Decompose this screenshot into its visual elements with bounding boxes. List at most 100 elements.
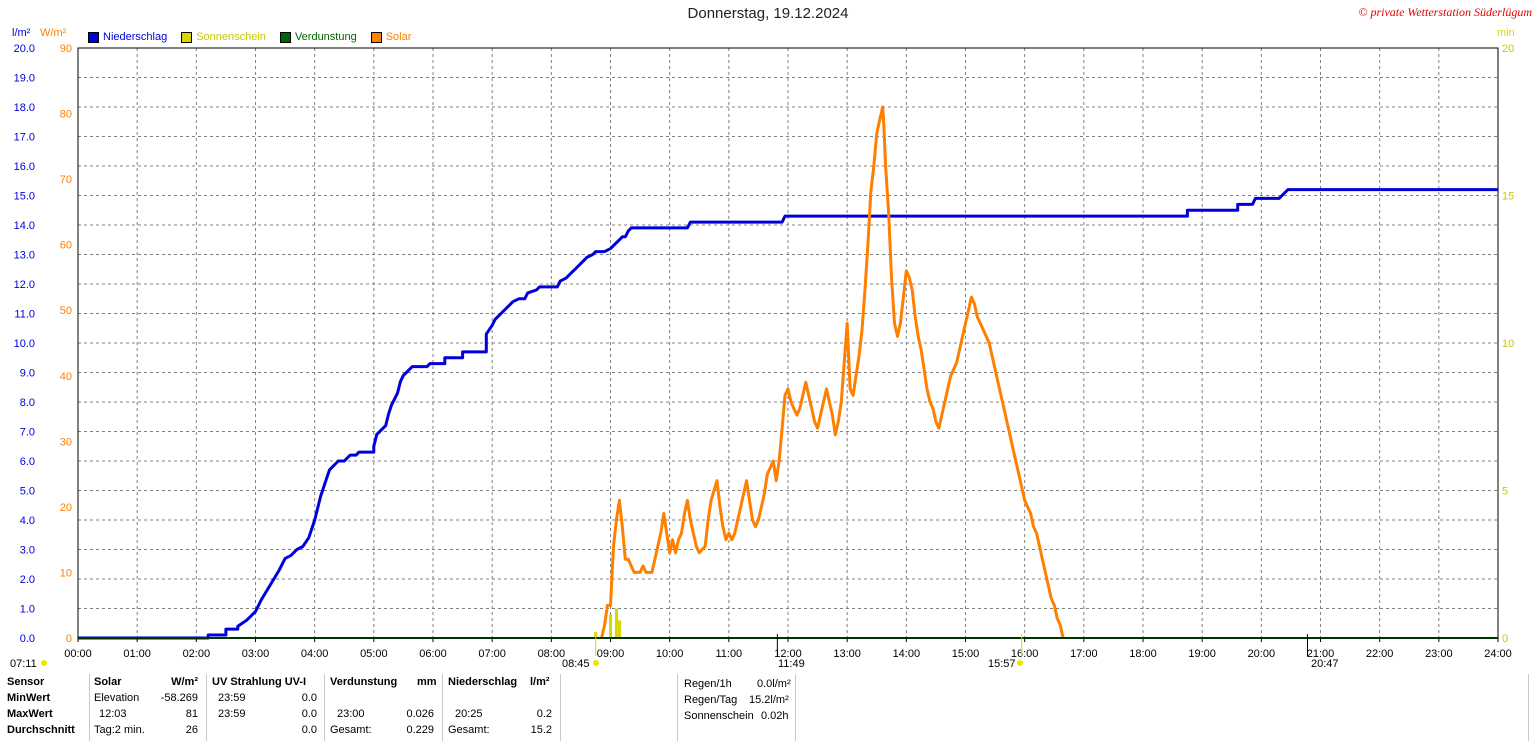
x-tick-label: 02:00: [183, 648, 211, 660]
y-tick-precip: 18.0: [14, 102, 35, 114]
y-tick-precip: 0.0: [20, 633, 35, 645]
marker-solar-max-label: 11:49: [778, 658, 805, 670]
row-label-min: MinWert: [7, 692, 51, 704]
legend-label-solar: Solar: [385, 31, 412, 43]
legend: Niederschlag Sonnenschein Verdunstung So…: [88, 31, 411, 43]
solar-min-value: -58.269: [160, 692, 198, 704]
x-tick-label: 03:00: [242, 648, 270, 660]
solar-avg-value: 26: [185, 724, 198, 736]
summary-regen-1h-label: Regen/1h: [684, 678, 732, 690]
marker-sun-start-label: 08:45: [562, 658, 590, 670]
niederschlag-max-value: 0.2: [536, 708, 552, 720]
y-tick-precip: 4.0: [20, 515, 35, 527]
legend-label-niederschlag: Niederschlag: [103, 31, 168, 43]
marker-sunrise-label: 07:11: [10, 658, 37, 670]
legend-item-verdunstung[interactable]: Verdunstung: [279, 31, 357, 43]
x-tick-label: 21:00: [1307, 648, 1335, 660]
y-tick-solar: 70: [60, 174, 72, 186]
grid: [78, 48, 1498, 638]
legend-label-verdunstung: Verdunstung: [294, 31, 357, 43]
uv-header: UV Strahlung UV-I: [212, 676, 307, 688]
y-tick-precip: 13.0: [14, 250, 35, 262]
y-tick-solar: 20: [60, 502, 72, 514]
legend-swatch-solar: [370, 31, 382, 43]
legend-item-niederschlag[interactable]: Niederschlag: [88, 31, 167, 43]
y-tick-precip: 3.0: [20, 545, 35, 557]
row-label-avg: Durchschnitt: [7, 724, 75, 736]
sunshine-bar: [614, 608, 618, 638]
x-tick-label: 12:00: [774, 648, 802, 660]
solar-min-label: Elevation: [94, 692, 140, 704]
niederschlag-header: Niederschlag: [448, 676, 518, 688]
y-tick-precip: 15.0: [14, 191, 35, 203]
x-tick-label: 06:00: [419, 648, 447, 660]
x-tick-label: 17:00: [1070, 648, 1098, 660]
niederschlag-max-label: 20:25: [455, 708, 483, 720]
x-tick-label: 16:00: [1011, 648, 1039, 660]
x-tick-label: 23:00: [1425, 648, 1453, 660]
y-tick-solar: 0: [66, 633, 72, 645]
y-tick-minutes: 20: [1502, 43, 1514, 55]
x-tick-label: 13:00: [833, 648, 861, 660]
verdunstung-total-label: Gesamt:: [330, 724, 372, 736]
y-tick-precip: 1.0: [20, 604, 35, 616]
solar-avg-label: Tag:2 min.: [94, 724, 145, 736]
plot-frame: [77, 47, 1499, 639]
x-tick-label: 14:00: [893, 648, 921, 660]
y-tick-precip: 8.0: [20, 397, 35, 409]
legend-item-sonnenschein[interactable]: Sonnenschein: [181, 31, 266, 43]
y-axis-ticks: 0.0 1.0 2.0 3.0 4.0 5.0 6.0 7.0 8.0 9.0 10.0 11.0 12…: [14, 43, 1515, 645]
sensor-header: Sensor: [7, 676, 45, 688]
uv-max-label: 23:59: [218, 708, 246, 720]
x-tick-label: 05:00: [360, 648, 388, 660]
sunshine-bar: [617, 620, 621, 638]
summary-regen-tag-value: 15.2l/m²: [749, 694, 789, 706]
solar-unit: W/m²: [171, 676, 198, 688]
marker-rain-time-label: 20:47: [1311, 658, 1339, 670]
solar-max-label: 12:03: [99, 708, 127, 720]
x-tick-label: 11:00: [715, 648, 742, 660]
sun-end-dot: [1017, 660, 1023, 666]
chart-svg: 0.0 1.0 2.0 3.0 4.0 5.0 6.0 7.0 8.0 9.0 10.0 11.0 12…: [10, 43, 1515, 670]
copyright-label: © private Wetterstation Süderlügum: [1358, 5, 1532, 19]
uv-avg-value: 0.0: [301, 724, 317, 736]
x-tick-label: 10:00: [656, 648, 684, 660]
stats-table: Sensor MinWert MaxWert Durchschnitt Sola…: [0, 674, 1536, 741]
summary-regen-tag-label: Regen/Tag: [684, 694, 738, 706]
x-tick-label: 01:00: [123, 648, 151, 660]
x-tick-label: 24:00: [1484, 648, 1512, 660]
x-tick-label: 00:00: [64, 648, 92, 660]
row-label-max: MaxWert: [7, 708, 53, 720]
unit-precip: l/m²: [12, 27, 31, 39]
y-tick-precip: 7.0: [20, 427, 35, 439]
sun-start-dot: [593, 660, 599, 666]
legend-item-solar[interactable]: Solar: [370, 31, 412, 43]
verdunstung-max-value: 0.026: [406, 708, 434, 720]
uv-min-label: 23:59: [218, 692, 246, 704]
y-tick-solar: 30: [60, 436, 72, 448]
uv-max-value: 0.0: [301, 708, 317, 720]
y-tick-solar: 60: [60, 240, 72, 252]
sunshine-bar: [609, 614, 612, 638]
chart-title: Donnerstag, 19.12.2024: [687, 5, 849, 22]
y-tick-precip: 11.0: [14, 309, 35, 321]
y-tick-solar: 40: [60, 371, 72, 383]
y-tick-minutes: 0: [1502, 633, 1508, 645]
y-tick-precip: 17.0: [14, 132, 35, 144]
x-tick-label: 07:00: [478, 648, 506, 660]
unit-solar: W/m²: [40, 27, 67, 39]
legend-swatch-niederschlag: [88, 31, 99, 43]
y-tick-precip: 6.0: [20, 456, 35, 468]
x-tick-label: 22:00: [1366, 648, 1394, 660]
y-tick-solar: 10: [60, 567, 72, 579]
y-tick-minutes: 10: [1502, 338, 1514, 350]
y-tick-minutes: 5: [1502, 486, 1508, 498]
x-tick-label: 20:00: [1248, 648, 1276, 660]
y-tick-solar: 80: [60, 109, 72, 121]
y-tick-precip: 16.0: [14, 161, 35, 173]
y-tick-solar: 90: [60, 43, 72, 55]
x-tick-label: 19:00: [1188, 648, 1216, 660]
x-tick-label: 09:00: [597, 648, 625, 660]
solar-header: Solar: [94, 676, 122, 688]
summary-sonnenschein-value: 0.02h: [761, 710, 789, 722]
